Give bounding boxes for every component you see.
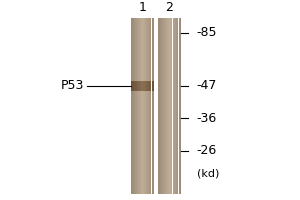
Bar (145, 18, 146, 194)
Text: -26: -26 (196, 144, 217, 157)
Bar (141, 81, 142, 91)
Bar (149, 81, 150, 91)
Text: 2: 2 (166, 1, 173, 14)
Bar (151, 18, 152, 194)
Bar (135, 81, 136, 91)
Bar (136, 18, 137, 194)
Bar (132, 18, 133, 194)
Bar (144, 18, 145, 194)
Bar (133, 81, 134, 91)
Bar (136, 81, 137, 91)
Bar (179, 18, 180, 194)
Bar (147, 18, 148, 194)
Bar (134, 81, 135, 91)
Bar (140, 18, 141, 194)
Bar (178, 18, 179, 194)
Text: -85: -85 (196, 26, 217, 39)
Bar (153, 18, 154, 194)
Bar (166, 18, 167, 194)
Bar (143, 18, 144, 194)
Bar (164, 18, 165, 194)
Bar (141, 18, 142, 194)
Bar (149, 18, 150, 194)
Bar (148, 81, 149, 91)
Bar (133, 18, 134, 194)
Bar (138, 81, 139, 91)
Text: P53: P53 (61, 79, 84, 92)
Bar (137, 81, 138, 91)
Bar (180, 18, 181, 194)
Bar (172, 18, 173, 194)
Bar (147, 81, 148, 91)
Bar (139, 18, 140, 194)
Bar (167, 18, 168, 194)
Text: (kd): (kd) (196, 168, 219, 178)
Text: -36: -36 (196, 112, 217, 125)
Bar (175, 18, 176, 194)
Bar (132, 81, 133, 91)
Bar (148, 18, 149, 194)
Bar (163, 18, 164, 194)
Bar (134, 18, 135, 194)
Bar (158, 18, 159, 194)
Bar (165, 18, 166, 194)
Bar (160, 18, 161, 194)
Bar (144, 81, 145, 91)
Bar (152, 18, 153, 194)
Bar (150, 18, 151, 194)
Bar (139, 81, 140, 91)
Bar (173, 18, 174, 194)
Bar (131, 18, 132, 194)
Bar (150, 81, 151, 91)
Bar (171, 18, 172, 194)
Bar (161, 18, 162, 194)
Bar (137, 18, 138, 194)
Bar (142, 81, 143, 91)
Bar (146, 81, 147, 91)
Bar (152, 81, 153, 91)
Text: 1: 1 (139, 1, 146, 14)
Bar (153, 81, 154, 91)
Bar (159, 18, 160, 194)
Bar (169, 18, 170, 194)
Bar (162, 18, 163, 194)
Bar (176, 18, 177, 194)
Bar (142, 18, 143, 194)
Bar (146, 18, 147, 194)
Bar (135, 18, 136, 194)
Bar (170, 18, 171, 194)
Bar (177, 18, 178, 194)
Bar (151, 81, 152, 91)
Bar (140, 81, 141, 91)
Bar (169, 18, 170, 194)
Bar (168, 18, 169, 194)
Bar (138, 18, 139, 194)
Bar (174, 18, 175, 194)
Bar (131, 81, 132, 91)
Bar (143, 81, 144, 91)
Bar (145, 81, 146, 91)
Text: -47: -47 (196, 79, 217, 92)
